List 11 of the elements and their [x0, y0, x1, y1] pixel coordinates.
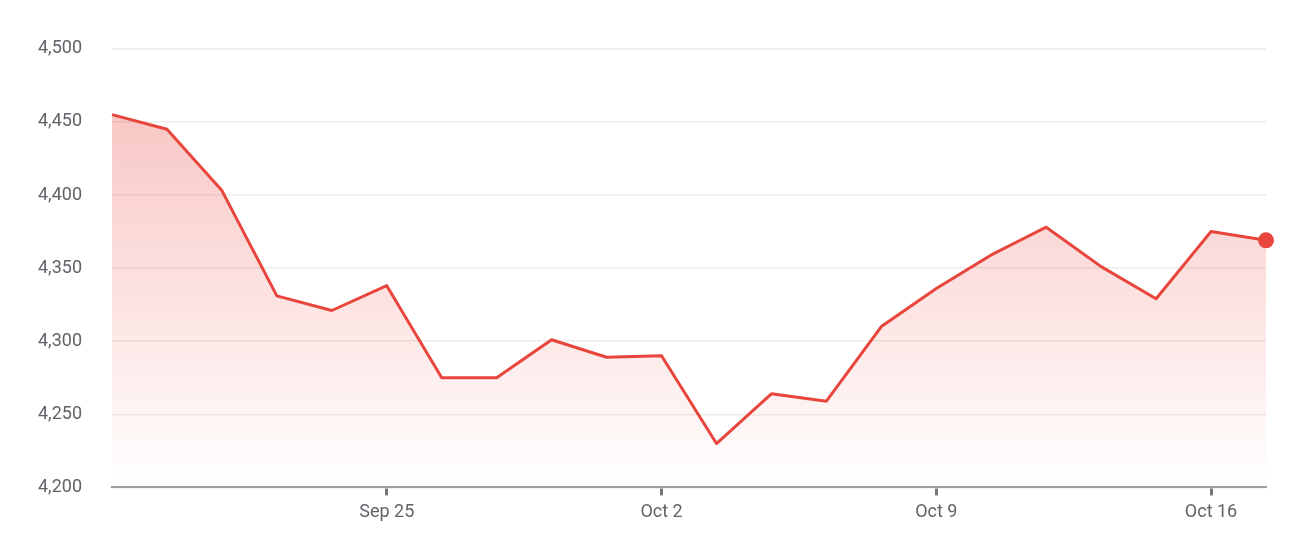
y-tick-label: 4,250 [37, 401, 83, 423]
y-tick-label: 4,300 [37, 328, 83, 350]
y-tick-label: 4,350 [37, 255, 83, 277]
y-tick-label: 4,200 [37, 474, 83, 496]
x-tick-label: Oct 2 [640, 499, 683, 521]
x-tick-label: Sep 25 [359, 499, 415, 521]
x-tick-label: Oct 9 [915, 499, 958, 521]
y-tick-label: 4,500 [37, 36, 83, 58]
y-tick-label: 4,450 [37, 109, 83, 131]
x-tick-label: Oct 16 [1184, 499, 1238, 521]
y-tick-label: 4,400 [37, 182, 83, 204]
